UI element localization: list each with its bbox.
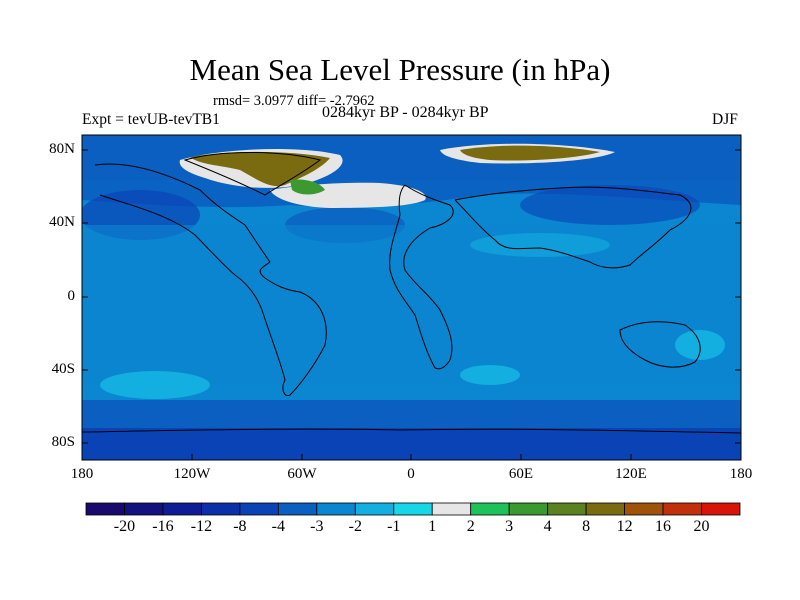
colorbar-tick-label: 1 xyxy=(428,518,437,535)
x-tick-label: 180 xyxy=(70,466,94,482)
colorbar-swatch xyxy=(162,502,202,516)
green-anomaly-patch xyxy=(290,179,325,195)
colorbar-swatch xyxy=(701,502,741,516)
tropical-zone xyxy=(82,225,741,385)
colorbar xyxy=(85,502,741,516)
y-tick-label: 40N xyxy=(49,214,75,230)
greenland-high-anomaly xyxy=(190,151,330,187)
colorbar-swatch xyxy=(470,502,510,516)
y-tick-label: 0 xyxy=(67,288,76,304)
x-tick-label: 60W xyxy=(287,466,317,482)
greenland-coast xyxy=(183,152,322,196)
x-ticks xyxy=(81,454,742,460)
north-indian-high xyxy=(470,233,610,257)
y-tick-label: 80N xyxy=(49,141,75,157)
y-tick-label: 40S xyxy=(51,361,75,377)
colorbar-tick-label: -1 xyxy=(387,518,401,535)
colorbar-tick-label: -2 xyxy=(348,518,362,535)
colorbar-swatch xyxy=(624,502,664,516)
map-field xyxy=(82,135,741,460)
africa-europe-coast xyxy=(389,184,454,370)
stats-text: rmsd= 3.0977 diff= -2.7962 xyxy=(213,93,375,109)
x-tick-label: 180 xyxy=(729,466,753,482)
americas-coast xyxy=(94,163,327,397)
colorbar-tick-label: 12 xyxy=(616,518,633,535)
colorbar-swatch xyxy=(508,502,549,516)
colorbar-tick-label: -16 xyxy=(152,518,174,535)
period-label: 0284kyr BP - 0284kyr BP xyxy=(322,104,489,121)
coastlines xyxy=(82,152,741,434)
siberia-high-anomaly xyxy=(460,145,600,161)
experiment-label: Expt = tevUB-tevTB1 xyxy=(82,111,220,128)
colorbar-swatch xyxy=(354,502,395,516)
y-ticks xyxy=(82,149,741,444)
antarctica-coast xyxy=(82,428,741,434)
south-pacific-high xyxy=(100,371,210,399)
colorbar-tick-label: 3 xyxy=(505,518,514,535)
colorbar-swatch xyxy=(547,502,587,516)
colorbar-tick-label: 4 xyxy=(543,518,552,535)
indian-ocean-high xyxy=(460,365,520,385)
colorbar-swatch xyxy=(393,502,433,516)
x-tick-label: 60E xyxy=(508,466,534,482)
colorbar-tick-label: -20 xyxy=(113,518,136,535)
colorbar-tick-label: -4 xyxy=(271,518,285,535)
colorbar-tick-label: 8 xyxy=(582,518,591,535)
colorbar-tick-label: 16 xyxy=(655,518,672,535)
x-tick-label: 0 xyxy=(407,466,415,482)
plot-title: Mean Sea Level Pressure (in hPa) xyxy=(189,52,611,87)
asia-coast xyxy=(454,186,692,269)
australia-coast xyxy=(619,321,701,368)
colorbar-tick-label: -8 xyxy=(233,518,247,535)
x-tick-label: 120E xyxy=(615,466,647,482)
season-label: DJF xyxy=(712,111,738,128)
colorbar-swatch xyxy=(431,502,472,516)
colorbar-swatch xyxy=(316,502,356,516)
asia-low xyxy=(520,185,700,225)
colorbar-swatch xyxy=(662,502,702,516)
x-tick-label: 120W xyxy=(173,466,211,482)
colorbar-swatch xyxy=(585,502,625,516)
colorbar-tick-label: 2 xyxy=(466,518,475,535)
y-tick-label: 80S xyxy=(51,434,75,450)
colorbar-tick-label: 20 xyxy=(693,518,710,535)
colorbar-swatch xyxy=(239,502,279,516)
colorbar-tick-label: -12 xyxy=(190,518,213,535)
colorbar-swatch xyxy=(85,502,125,516)
colorbar-swatch xyxy=(201,502,241,516)
colorbar-swatch xyxy=(124,502,164,516)
colorbar-swatch xyxy=(277,502,318,516)
colorbar-tick-label: -3 xyxy=(310,518,324,535)
